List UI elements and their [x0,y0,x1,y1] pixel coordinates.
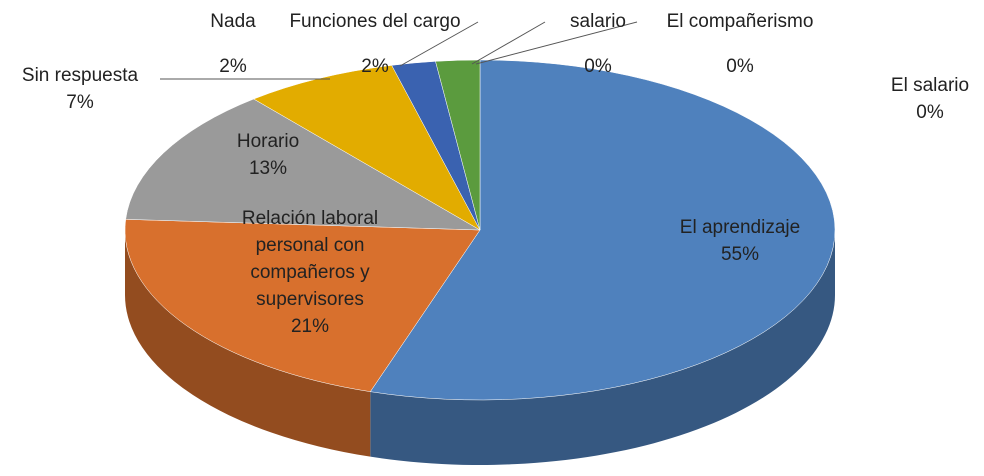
value-label: 55% [720,244,760,265]
value-label: 0% [726,56,754,77]
pie-slice-side [125,230,371,457]
slice-label: Horario 13% [237,128,299,182]
value-label: 21% [290,316,330,337]
leader-line [475,21,638,65]
leader-line [471,21,546,65]
category-label: El aprendizaje [679,217,801,238]
value-label: 7% [66,92,94,113]
category-label: Horario [236,131,300,152]
slice-label: Sin respuesta 7% [22,62,138,116]
value-label: 2% [219,56,247,77]
category-label: El salario [890,75,970,96]
category-label: Nada [210,11,256,32]
category-label: salario [570,11,626,32]
slice-label: salario 0% [570,8,626,80]
category-label: Relación laboral personal con compañeros… [241,208,379,310]
slice-label: Nada 2% [210,8,255,80]
category-label: El compañerismo [666,11,814,32]
category-label: Funciones del cargo [289,11,461,32]
slice-label: Funciones del cargo 2% [289,8,460,80]
slice-label: Relación laboral personal con compañeros… [220,205,400,340]
category-label: Sin respuesta [21,65,139,86]
pie-slice [369,59,836,401]
value-label: 2% [361,56,389,77]
slice-label: El aprendizaje 55% [680,214,800,268]
pie-slice [125,98,481,231]
pie-slice [435,59,481,231]
value-label: 0% [916,102,944,123]
slice-label: El compañerismo 0% [667,8,814,80]
pie-slice-side [370,230,835,465]
pie-slice [124,219,481,392]
slice-label: El salario 0% [891,72,969,126]
value-label: 0% [584,56,612,77]
value-label: 13% [248,158,288,179]
leader-line [399,21,479,67]
